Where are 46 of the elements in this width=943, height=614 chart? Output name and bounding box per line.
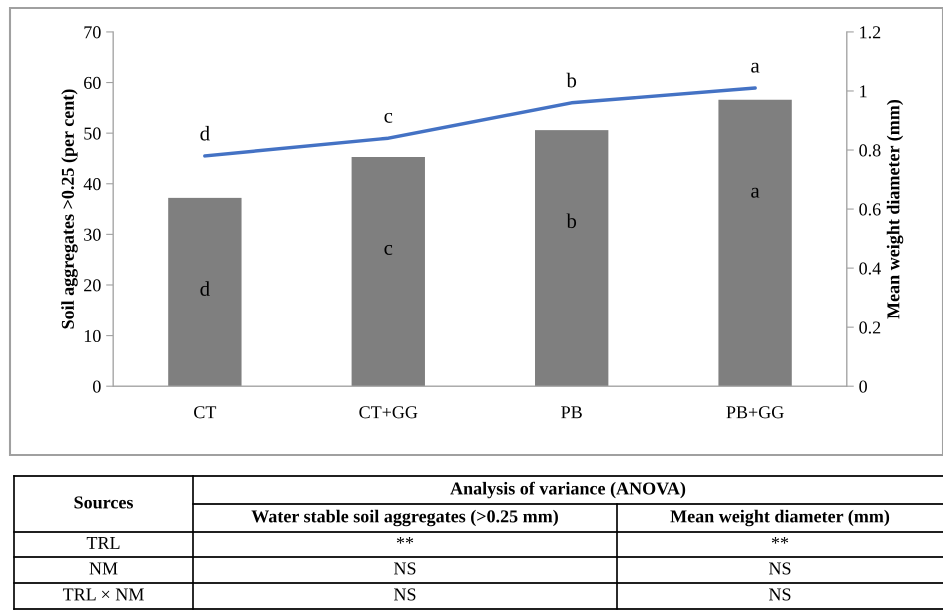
- y2-tick-label: 1.2: [860, 26, 880, 38]
- data-label: d: [200, 281, 210, 296]
- text: NS: [768, 562, 790, 575]
- y-tick-label: 10: [84, 330, 101, 342]
- x-tick-label: CT: [194, 406, 216, 418]
- data-label: b: [566, 72, 576, 88]
- text: NS: [394, 562, 416, 575]
- y-tick-label: 30: [84, 228, 101, 241]
- data-label: d: [200, 126, 210, 141]
- text: Analysis of variance (ANOVA): [450, 482, 686, 498]
- text: TRL: [86, 537, 120, 549]
- text: NS: [768, 588, 790, 601]
- text: **: [396, 537, 414, 544]
- y-tick-label: 40: [84, 178, 101, 190]
- y2-tick-label: 0.6: [859, 203, 881, 216]
- y2-axis-title: Mean weight diameter (mm): [886, 100, 904, 319]
- bar: [352, 156, 425, 386]
- y2-tick-label: 0.2: [859, 321, 880, 334]
- data-label: c: [384, 244, 392, 255]
- y-tick-label: 20: [84, 279, 101, 292]
- y2-tick-label: 0.8: [859, 144, 880, 157]
- y-tick-label: 50: [84, 127, 101, 140]
- x-tick-label: CT+GG: [359, 406, 418, 418]
- data-label: b: [566, 213, 576, 228]
- text: **: [772, 537, 788, 544]
- data-label: a: [751, 188, 760, 198]
- x-tick-label: PB: [561, 406, 582, 418]
- data-label: a: [751, 62, 760, 73]
- text: Water stable soil aggregates (>0.25 mm): [252, 510, 558, 526]
- y-tick-label: 60: [84, 76, 101, 89]
- y2-tick-label: 0.4: [859, 262, 881, 275]
- y-tick-label: 70: [84, 26, 101, 38]
- text: Mean weight diameter (mm): [670, 510, 890, 526]
- bar: [168, 198, 242, 386]
- x-tick-label: PB+GG: [726, 406, 784, 418]
- y2-tick-label: 0: [859, 380, 867, 393]
- y2-tick-label: 1: [860, 85, 867, 98]
- bar: [718, 100, 792, 386]
- y-tick-label: 0: [93, 380, 101, 393]
- data-label: c: [384, 112, 392, 123]
- text: NM: [89, 562, 118, 574]
- bar: [535, 130, 608, 386]
- text: Sources: [74, 496, 133, 509]
- y-axis-title: Soil aggregates >0.25 (per cent): [61, 89, 78, 329]
- text: TRL × NM: [62, 588, 144, 600]
- text: NS: [394, 588, 416, 601]
